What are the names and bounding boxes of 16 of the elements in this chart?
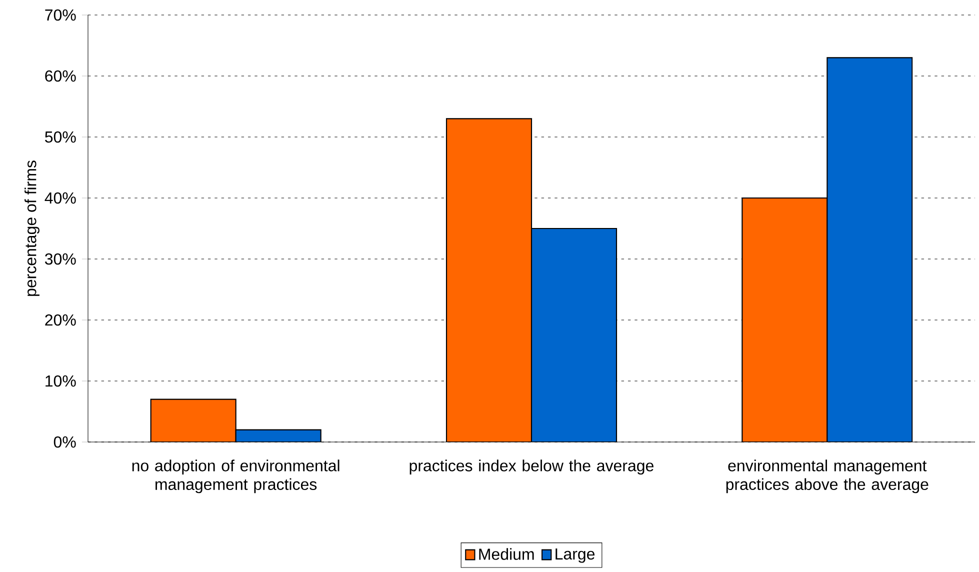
y-tick-label: 40%	[44, 192, 76, 204]
legend-label: Large	[556, 548, 595, 563]
x-tick-label: environmental management practices above the average	[726, 460, 928, 494]
y-tick-label: 50%	[45, 131, 76, 143]
bar	[530, 228, 618, 442]
bar	[826, 57, 913, 442]
y-tick-label: 60%	[45, 70, 76, 82]
x-tick-label: no adoption of environmental management practices	[132, 460, 340, 494]
y-tick-label: 30%	[44, 253, 76, 265]
y-tick-label: 70%	[45, 9, 76, 21]
y-tick-label: 10%	[46, 375, 76, 387]
x-tick-label: practices index below the average	[410, 460, 654, 475]
y-axis-title: percentage of firms	[24, 160, 40, 296]
y-tick-label: 0%	[54, 436, 76, 448]
legend-label: Medium	[479, 548, 534, 560]
y-tick-label: 20%	[45, 314, 76, 326]
